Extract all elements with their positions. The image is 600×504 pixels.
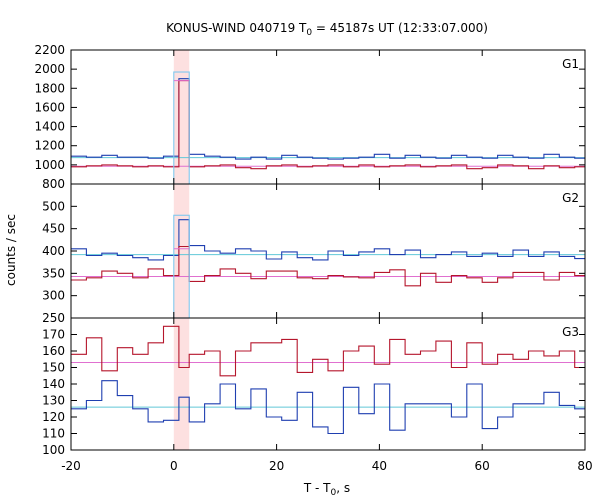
panel-label: G2 [562,191,579,205]
panel-frame [70,49,586,185]
series-blue-step [71,219,585,261]
y-tick-label: 2000 [34,62,65,76]
y-tick-label: 350 [42,266,65,280]
y-tick-label: 800 [42,177,65,191]
x-tick-label: 0 [170,459,178,473]
y-tick-label: 1400 [34,120,65,134]
chart-title-subscript: 0 [306,28,312,38]
y-tick-label: 1000 [34,158,65,172]
x-axis-label: T - T0, s [303,481,350,498]
y-tick-label: 500 [42,199,65,213]
y-tick-label: 170 [42,328,65,342]
chart-title-main: KONUS-WIND 040719 T [166,21,307,35]
y-tick-label: 160 [42,344,65,358]
x-tick-label: 80 [577,459,592,473]
y-tick-label: 250 [42,311,65,325]
series-red-step [71,80,585,170]
y-tick-label: 2200 [34,43,65,57]
panel-label: G1 [562,57,579,71]
series-blue-step [71,78,585,160]
x-axis-label-main: T - T [303,481,331,495]
y-tick-label: 150 [42,361,65,375]
y-tick-label: 400 [42,244,65,258]
series-blue-step [71,380,585,435]
x-axis-label-subscript: 0 [331,488,337,498]
y-tick-label: 1800 [34,81,65,95]
y-tick-label: 300 [42,289,65,303]
series-red-step [71,325,585,377]
y-tick-label: 120 [42,410,65,424]
panel-g1: 800 1000 1200 1400 1600 1800 2000 2200 G1 [34,43,586,191]
panel-g3: 100 110 120 130 140 150 160 170 G3 [42,317,586,457]
y-tick-label: 110 [42,427,65,441]
y-tick-label: 100 [42,443,65,457]
x-tick-label: 60 [475,459,490,473]
chart-title-rest: = 45187s UT (12:33:07.000) [312,21,488,35]
y-tick-label: 140 [42,377,65,391]
series-red-step [71,245,585,287]
chart-title: KONUS-WIND 040719 T0 = 45187s UT (12:33:… [166,21,488,38]
y-tick-label: 1600 [34,100,65,114]
y-tick-label: 1200 [34,139,65,153]
x-tick-label: 40 [372,459,387,473]
panel-g2: 250 300 350 400 450 500 G2 [42,183,586,325]
panel-label: G3 [562,325,579,339]
highlight-interval-band [173,50,190,450]
plot-area: 8001000120014001600180020002200G12503003… [34,43,592,473]
y-axis-label: counts / sec [4,214,18,286]
x-tick-label: -20 [61,459,81,473]
y-tick-label: 450 [42,222,65,236]
x-axis-label-rest: , s [336,481,350,495]
y-tick-label: 130 [42,394,65,408]
x-tick-label: 20 [269,459,284,473]
